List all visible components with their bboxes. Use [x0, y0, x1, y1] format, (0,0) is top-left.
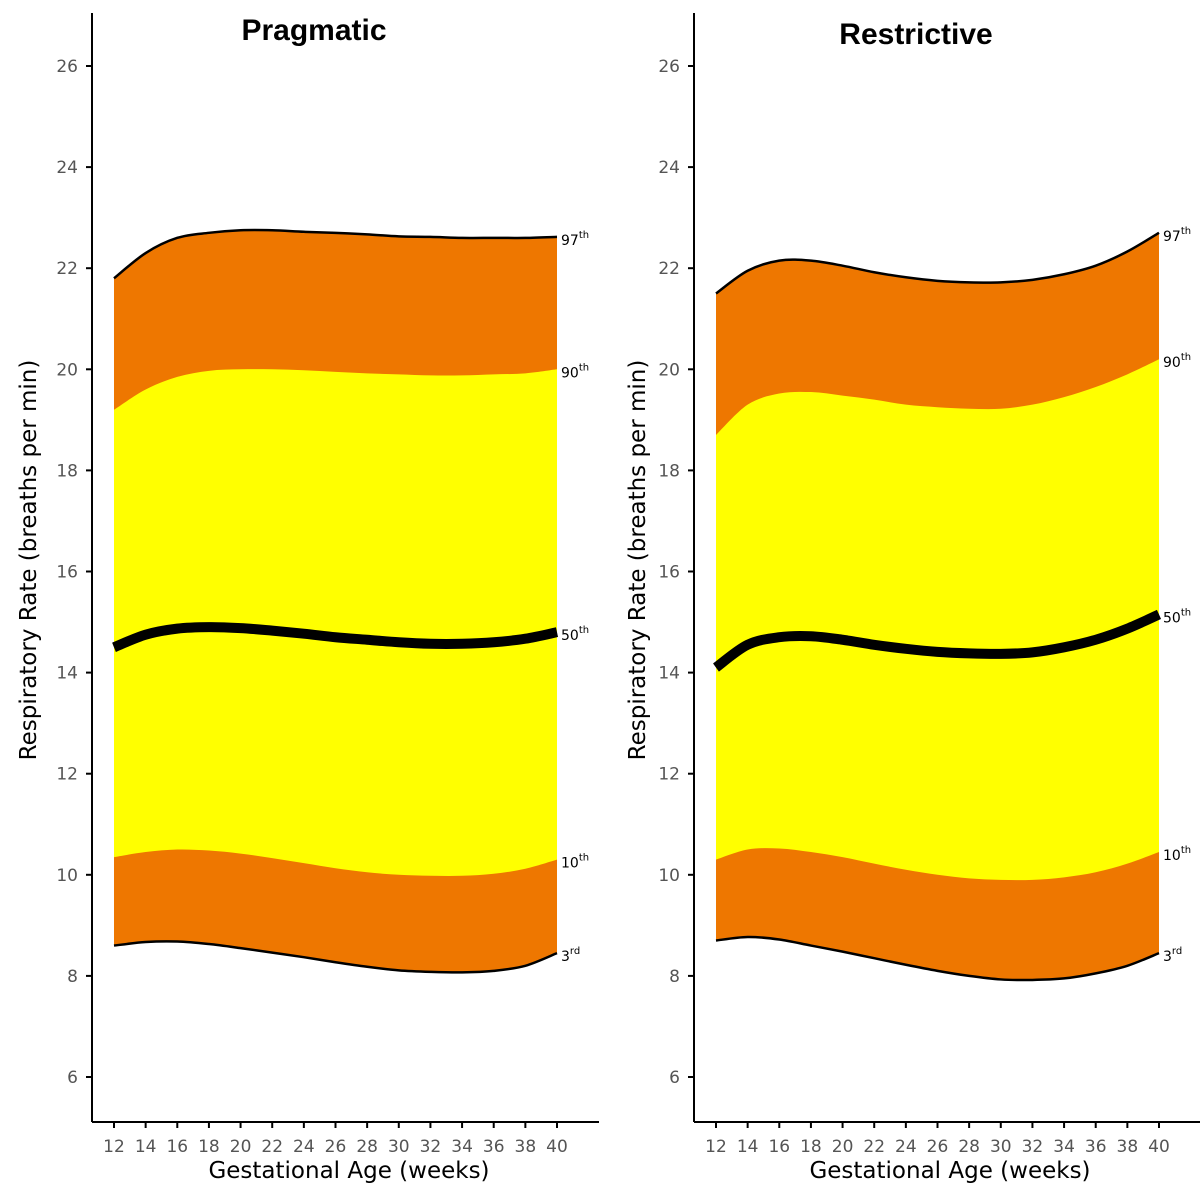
- x-tick-label: 28: [356, 1137, 378, 1157]
- percentile-label-97: 97th: [1163, 226, 1191, 245]
- x-axis-title: Gestational Age (weeks): [208, 1158, 489, 1184]
- x-tick-label: 22: [261, 1137, 283, 1157]
- percentile-label-10: 10th: [1163, 845, 1191, 864]
- x-tick-label: 26: [927, 1137, 949, 1157]
- x-tick-label: 26: [325, 1137, 347, 1157]
- x-tick-label: 34: [451, 1137, 473, 1157]
- y-tick-label: 18: [658, 461, 680, 481]
- x-tick-label: 32: [1022, 1137, 1044, 1157]
- y-tick-label: 12: [658, 765, 680, 785]
- x-tick-label: 40: [1148, 1137, 1170, 1157]
- x-tick-label: 34: [1053, 1137, 1075, 1157]
- y-tick-label: 6: [67, 1068, 78, 1088]
- y-tick-label: 14: [56, 664, 78, 684]
- y-tick-label: 16: [658, 563, 680, 583]
- panel-title: Pragmatic: [241, 14, 386, 47]
- y-tick-label: 26: [658, 57, 680, 77]
- y-tick-label: 18: [56, 461, 78, 481]
- percentile-50-line: [112, 622, 559, 652]
- x-tick-label: 20: [230, 1137, 252, 1157]
- percentile-label-90: 90th: [1163, 352, 1191, 371]
- y-axis-title: Respiratory Rate (breaths per min): [625, 360, 651, 761]
- y-tick-label: 10: [56, 866, 78, 886]
- x-tick-label: 12: [705, 1137, 727, 1157]
- y-tick-label: 10: [658, 866, 680, 886]
- percentile-3-line: [715, 935, 1160, 982]
- percentile-3-line: [113, 940, 558, 974]
- x-tick-label: 20: [832, 1137, 854, 1157]
- x-tick-label: 30: [388, 1137, 410, 1157]
- x-tick-label: 16: [166, 1137, 188, 1157]
- x-tick-label: 32: [420, 1137, 442, 1157]
- percentile-label-3: 3rd: [561, 946, 580, 965]
- y-tick-label: 8: [67, 967, 78, 987]
- y-tick-label: 16: [56, 563, 78, 583]
- x-tick-label: 22: [863, 1137, 885, 1157]
- restrictive-panel: 6 8 10 12 14 16 18 20 22 24 26 12 14 16 18 20 22 24 26 28 30…: [625, 13, 1200, 1184]
- x-tick-label: 36: [1085, 1137, 1107, 1157]
- x-tick-label: 40: [546, 1137, 568, 1157]
- x-tick-label: 18: [198, 1137, 220, 1157]
- y-tick-label: 12: [56, 765, 78, 785]
- y-tick-label: 14: [658, 664, 680, 684]
- x-tick-label: 14: [737, 1137, 759, 1157]
- y-tick-label: 24: [56, 158, 78, 178]
- percentile-label-10: 10th: [561, 853, 589, 872]
- x-tick-label: 30: [990, 1137, 1012, 1157]
- y-tick-label: 22: [658, 259, 680, 279]
- panel-title: Restrictive: [839, 18, 992, 51]
- x-tick-label: 36: [483, 1137, 505, 1157]
- x-tick-label: 38: [1117, 1137, 1139, 1157]
- y-tick-label: 20: [56, 360, 78, 380]
- x-tick-label: 14: [135, 1137, 157, 1157]
- x-tick-label: 24: [293, 1137, 315, 1157]
- percentile-97-line: [715, 231, 1160, 295]
- y-tick-label: 20: [658, 360, 680, 380]
- x-tick-label: 18: [800, 1137, 822, 1157]
- percentile-label-97: 97th: [561, 230, 589, 249]
- x-axis-title: Gestational Age (weeks): [809, 1158, 1090, 1184]
- y-tick-label: 26: [56, 57, 78, 77]
- y-tick-label: 22: [56, 259, 78, 279]
- y-tick-label: 6: [669, 1068, 680, 1088]
- x-tick-label: 24: [895, 1137, 917, 1157]
- percentile-label-3: 3rd: [1163, 946, 1182, 965]
- y-tick-label: 24: [658, 158, 680, 178]
- x-tick-label: 12: [103, 1137, 125, 1157]
- percentile-label-50: 50th: [561, 625, 589, 644]
- percentile-label-90: 90th: [561, 362, 589, 381]
- percentile-97-line: [113, 228, 558, 280]
- y-tick-label: 8: [669, 967, 680, 987]
- x-tick-label: 28: [958, 1137, 980, 1157]
- x-tick-label: 38: [515, 1137, 537, 1157]
- percentile-50-line: [712, 609, 1162, 672]
- percentile-label-50: 50th: [1163, 607, 1191, 626]
- y-axis-title: Respiratory Rate (breaths per min): [16, 360, 42, 761]
- inner-band-10th-90th: [716, 359, 1159, 881]
- x-tick-label: 16: [768, 1137, 790, 1157]
- pragmatic-panel: 6 8 10 12 14 16 18 20 22 24 26 12 14 16 18 20 22 24 26 28 30…: [16, 13, 599, 1184]
- inner-band-10th-90th: [114, 369, 557, 877]
